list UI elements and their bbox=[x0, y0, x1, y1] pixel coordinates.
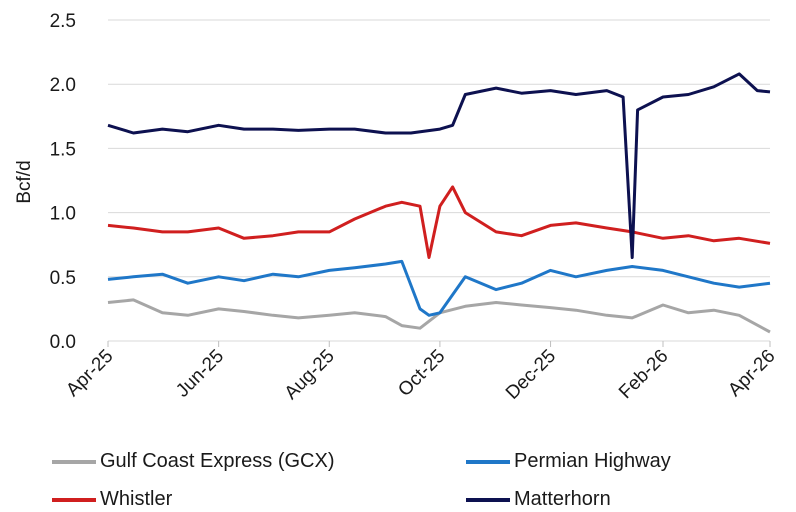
gridlines bbox=[108, 19, 770, 278]
x-tick-label: Jun-25 bbox=[172, 346, 228, 402]
y-tick-label: 0.5 bbox=[50, 268, 76, 289]
y-tick-label: 0.0 bbox=[50, 332, 76, 353]
series-line-whistler bbox=[107, 185, 771, 259]
y-axis-label: Bcf/d bbox=[14, 160, 35, 203]
x-tick-label: Aug-25 bbox=[281, 346, 339, 404]
y-axis-ticks: 0.0 0.5 1.0 1.5 2.0 2.5 bbox=[50, 11, 76, 353]
y-tick-label: 1.0 bbox=[50, 204, 76, 225]
series-line-permian-highway bbox=[107, 259, 771, 317]
series-line-matterhorn bbox=[107, 72, 771, 259]
x-tick-label: Feb-26 bbox=[615, 346, 672, 403]
x-tick-label: Oct-25 bbox=[394, 346, 449, 401]
x-tick-label: Dec-25 bbox=[502, 346, 560, 404]
x-tick-label: Apr-25 bbox=[62, 346, 117, 401]
x-tick-label: Apr-26 bbox=[724, 346, 779, 401]
y-tick-label: 1.5 bbox=[50, 139, 76, 160]
y-tick-label: 2.0 bbox=[50, 75, 76, 96]
y-tick-label: 2.5 bbox=[50, 11, 76, 32]
x-axis-ticks: Apr-25 Jun-25 Aug-25 Oct-25 Dec-25 Feb-26 Apr-… bbox=[62, 341, 780, 404]
series-lines bbox=[107, 72, 771, 334]
series-line-gulf-coast-express-gcx bbox=[107, 298, 771, 334]
